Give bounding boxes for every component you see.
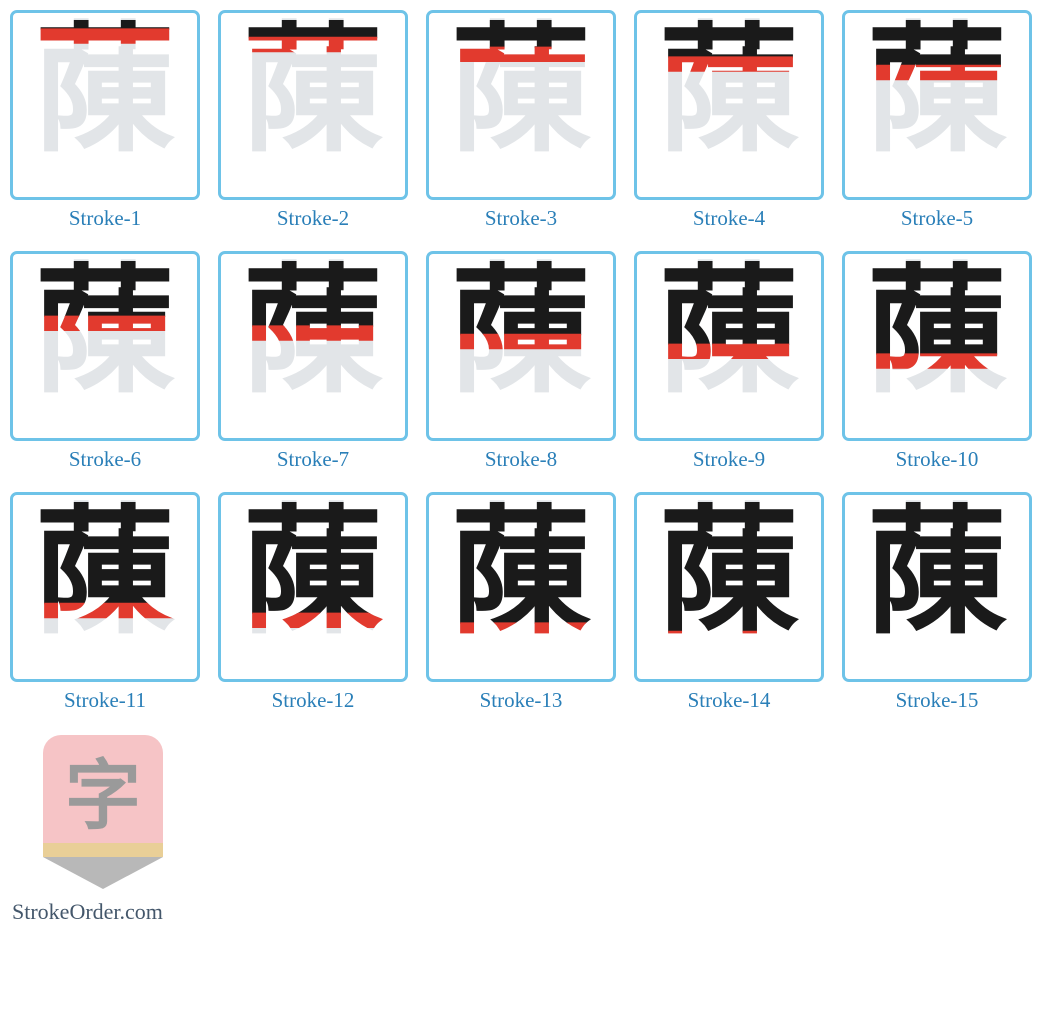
char-glyph: 蔯蔯蔯 bbox=[20, 502, 190, 672]
char-glyph: 蔯蔯蔯 bbox=[852, 261, 1022, 431]
stroke-label: Stroke-5 bbox=[901, 206, 973, 231]
stroke-label: Stroke-2 bbox=[277, 206, 349, 231]
stroke-label: Stroke-1 bbox=[69, 206, 141, 231]
stroke-cell: 蔯蔯蔯 Stroke-2 bbox=[218, 10, 408, 231]
stroke-cell: 蔯蔯蔯 Stroke-14 bbox=[634, 492, 824, 713]
stroke-cell: 蔯蔯蔯 Stroke-7 bbox=[218, 251, 408, 472]
logo-tip bbox=[43, 857, 163, 889]
char-glyph: 蔯蔯蔯 bbox=[20, 20, 190, 190]
stroke-label: Stroke-10 bbox=[896, 447, 979, 472]
char-glyph: 蔯蔯蔯 bbox=[228, 502, 398, 672]
stroke-cell: 蔯蔯蔯 Stroke-15 bbox=[842, 492, 1032, 713]
char-progress: 蔯 bbox=[852, 502, 1022, 642]
stroke-grid: 蔯蔯蔯Stroke-1蔯蔯蔯Stroke-2蔯蔯蔯Stroke-3蔯蔯蔯Stro… bbox=[10, 10, 1040, 713]
stroke-tile: 蔯蔯蔯 bbox=[426, 251, 616, 441]
logo-band bbox=[43, 843, 163, 857]
char-glyph: 蔯蔯蔯 bbox=[436, 261, 606, 431]
char-glyph: 蔯蔯蔯 bbox=[644, 502, 814, 672]
site-link[interactable]: StrokeOrder.com bbox=[12, 899, 1040, 925]
char-glyph: 蔯蔯蔯 bbox=[436, 20, 606, 190]
char-glyph: 蔯蔯蔯 bbox=[852, 502, 1022, 672]
stroke-cell: 蔯蔯蔯 Stroke-4 bbox=[634, 10, 824, 231]
char-glyph: 蔯蔯蔯 bbox=[228, 20, 398, 190]
char-glyph: 蔯蔯蔯 bbox=[852, 20, 1022, 190]
stroke-label: Stroke-11 bbox=[64, 688, 146, 713]
site-logo: 字 bbox=[43, 735, 163, 885]
char-glyph: 蔯蔯蔯 bbox=[436, 502, 606, 672]
stroke-cell: 蔯蔯蔯 Stroke-3 bbox=[426, 10, 616, 231]
stroke-tile: 蔯蔯蔯 bbox=[10, 10, 200, 200]
stroke-tile: 蔯蔯蔯 bbox=[842, 251, 1032, 441]
stroke-cell: 蔯蔯蔯 Stroke-9 bbox=[634, 251, 824, 472]
stroke-tile: 蔯蔯蔯 bbox=[10, 251, 200, 441]
stroke-cell: 蔯蔯蔯 Stroke-5 bbox=[842, 10, 1032, 231]
stroke-label: Stroke-13 bbox=[480, 688, 563, 713]
stroke-label: Stroke-4 bbox=[693, 206, 765, 231]
stroke-cell: 蔯蔯蔯 Stroke-12 bbox=[218, 492, 408, 713]
stroke-label: Stroke-12 bbox=[272, 688, 355, 713]
stroke-tile: 蔯蔯蔯 bbox=[10, 492, 200, 682]
stroke-tile: 蔯蔯蔯 bbox=[426, 10, 616, 200]
stroke-tile: 蔯蔯蔯 bbox=[634, 10, 824, 200]
char-progress: 蔯 bbox=[644, 502, 814, 642]
stroke-tile: 蔯蔯蔯 bbox=[218, 251, 408, 441]
logo-top: 字 bbox=[43, 735, 163, 843]
stroke-label: Stroke-6 bbox=[69, 447, 141, 472]
stroke-cell: 蔯蔯蔯 Stroke-10 bbox=[842, 251, 1032, 472]
char-glyph: 蔯蔯蔯 bbox=[228, 261, 398, 431]
stroke-tile: 蔯蔯蔯 bbox=[634, 492, 824, 682]
logo-char: 字 bbox=[65, 734, 141, 844]
char-glyph: 蔯蔯蔯 bbox=[20, 261, 190, 431]
stroke-label: Stroke-7 bbox=[277, 447, 349, 472]
stroke-tile: 蔯蔯蔯 bbox=[842, 10, 1032, 200]
stroke-label: Stroke-9 bbox=[693, 447, 765, 472]
footer-row: 字 bbox=[10, 735, 1040, 885]
char-progress: 蔯 bbox=[436, 502, 606, 642]
char-glyph: 蔯蔯蔯 bbox=[644, 20, 814, 190]
stroke-label: Stroke-3 bbox=[485, 206, 557, 231]
stroke-cell: 蔯蔯蔯 Stroke-6 bbox=[10, 251, 200, 472]
stroke-tile: 蔯蔯蔯 bbox=[426, 492, 616, 682]
stroke-cell: 蔯蔯蔯 Stroke-8 bbox=[426, 251, 616, 472]
stroke-tile: 蔯蔯蔯 bbox=[634, 251, 824, 441]
stroke-label: Stroke-15 bbox=[896, 688, 979, 713]
stroke-tile: 蔯蔯蔯 bbox=[842, 492, 1032, 682]
stroke-cell: 蔯蔯蔯 Stroke-13 bbox=[426, 492, 616, 713]
char-glyph: 蔯蔯蔯 bbox=[644, 261, 814, 431]
stroke-tile: 蔯蔯蔯 bbox=[218, 492, 408, 682]
stroke-label: Stroke-14 bbox=[688, 688, 771, 713]
stroke-tile: 蔯蔯蔯 bbox=[218, 10, 408, 200]
stroke-cell: 蔯蔯蔯 Stroke-11 bbox=[10, 492, 200, 713]
stroke-label: Stroke-8 bbox=[485, 447, 557, 472]
stroke-cell: 蔯蔯蔯 Stroke-1 bbox=[10, 10, 200, 231]
